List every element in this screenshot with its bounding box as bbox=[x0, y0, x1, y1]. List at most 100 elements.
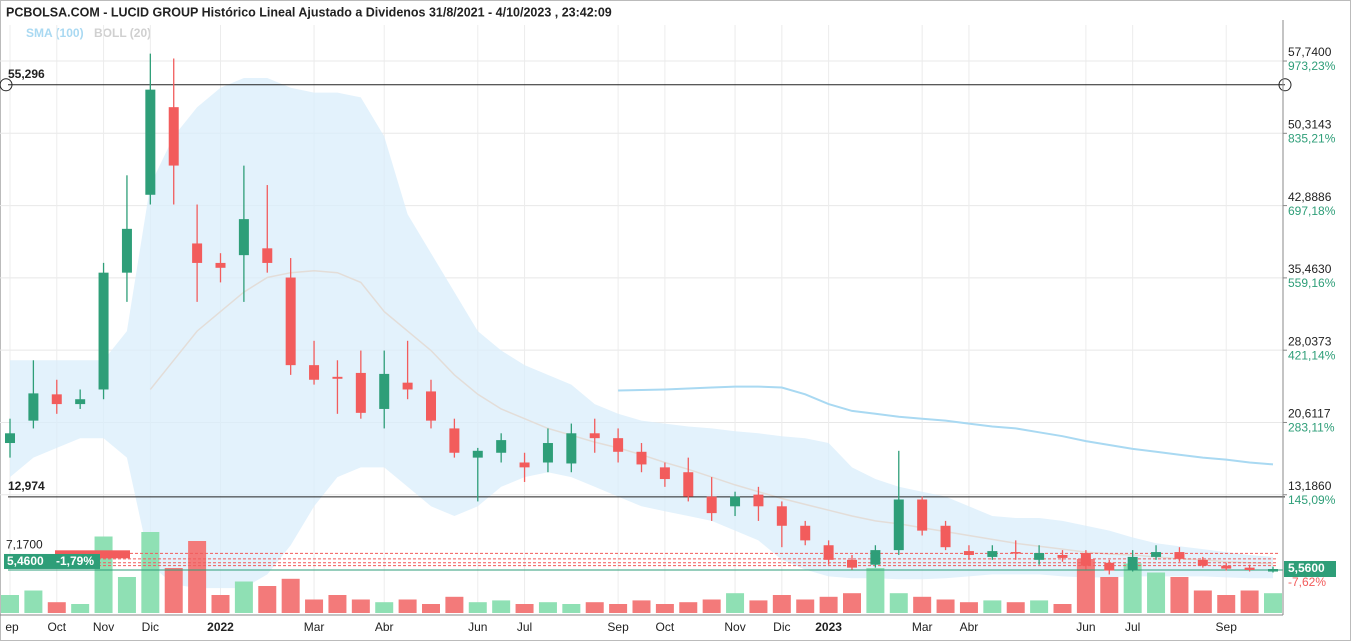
candle-body bbox=[847, 559, 857, 568]
y-tick-label: 20,6117 bbox=[1288, 407, 1331, 421]
candle-body bbox=[51, 394, 62, 405]
y-tick-label: 42,8886 bbox=[1288, 190, 1332, 204]
volume-bar bbox=[889, 593, 908, 613]
x-tick-label: Dic bbox=[773, 620, 790, 634]
candle-body bbox=[987, 551, 998, 557]
volume-bar bbox=[1100, 577, 1119, 613]
volume-bar bbox=[234, 581, 253, 613]
volume-bar bbox=[1006, 602, 1025, 613]
candle-body bbox=[168, 107, 179, 166]
candle-body bbox=[309, 365, 320, 380]
candle-body bbox=[753, 494, 764, 507]
candle-body bbox=[917, 499, 928, 531]
candle-body bbox=[730, 496, 741, 507]
line-handle bbox=[0, 78, 13, 92]
volume-bar bbox=[726, 593, 745, 613]
candle-body bbox=[776, 506, 787, 526]
candle-body bbox=[823, 545, 834, 560]
volume-bar bbox=[1264, 593, 1282, 613]
y2-tick-label: 283,11% bbox=[1288, 421, 1335, 435]
x-tick-label: Sep bbox=[607, 620, 629, 634]
candle-body bbox=[589, 433, 600, 439]
x-tick-label: Oct bbox=[47, 620, 66, 634]
volume-bar bbox=[702, 599, 721, 613]
candle-body bbox=[28, 393, 39, 421]
x-tick-label: Abr bbox=[375, 620, 394, 634]
volume-bar bbox=[375, 602, 394, 613]
bollinger-band bbox=[10, 78, 1273, 589]
volume-bar bbox=[913, 596, 932, 613]
candle-body bbox=[1010, 552, 1021, 554]
x-tick-label: ep bbox=[5, 620, 19, 634]
y2-tick-label: 835,21% bbox=[1288, 131, 1336, 145]
volume-bar bbox=[351, 599, 370, 613]
candle-body bbox=[1104, 562, 1115, 571]
candle-body bbox=[215, 262, 226, 268]
volume-bar bbox=[47, 602, 66, 613]
volume-bar bbox=[468, 602, 487, 613]
candle-body bbox=[402, 382, 413, 390]
prev-box bbox=[4, 553, 100, 569]
candle-body bbox=[940, 525, 951, 548]
volume-bar bbox=[1147, 572, 1166, 613]
candle-body bbox=[449, 428, 460, 453]
volume-bar bbox=[24, 590, 43, 613]
volume-bar bbox=[796, 599, 815, 613]
volume-bar bbox=[1, 595, 19, 613]
candle-body bbox=[659, 467, 670, 480]
volume-bar bbox=[562, 604, 581, 613]
price-line-label: 55,296 bbox=[8, 67, 45, 81]
y-tick-label: 35,4630 bbox=[1288, 262, 1332, 276]
volume-bar bbox=[515, 604, 534, 613]
price-line-label: 12,974 bbox=[8, 479, 45, 493]
x-tick-label: Jul bbox=[517, 620, 532, 634]
volume-bar bbox=[959, 602, 978, 613]
y-tick-label: 13,1860 bbox=[1288, 479, 1332, 493]
candle-body bbox=[613, 438, 624, 452]
volume-bar bbox=[445, 596, 464, 613]
y2-tick-label: 559,16% bbox=[1288, 276, 1336, 290]
candle-body bbox=[1221, 565, 1232, 569]
candle-body bbox=[192, 243, 203, 263]
volume-bar bbox=[188, 541, 207, 613]
candle-body bbox=[332, 376, 343, 379]
candle-body bbox=[238, 219, 249, 256]
last-label: 5,5600 bbox=[1288, 561, 1325, 575]
candle-body bbox=[870, 550, 881, 565]
volume-bar bbox=[843, 593, 861, 613]
volume-bar bbox=[819, 596, 838, 613]
chart-title: PCBOLSA.COM - LUCID GROUP Histórico Line… bbox=[6, 5, 612, 19]
volume-bar bbox=[866, 568, 885, 613]
candle-body bbox=[566, 433, 577, 464]
candle-body bbox=[426, 391, 436, 421]
candle-body bbox=[1034, 553, 1045, 560]
x-tick-label: Jul bbox=[1125, 620, 1140, 634]
candle-body bbox=[1197, 559, 1208, 566]
volume-bar bbox=[305, 599, 324, 613]
volume-bar bbox=[1030, 600, 1049, 613]
volume-bar bbox=[281, 578, 300, 613]
volume-bar bbox=[141, 532, 160, 613]
volume-bar bbox=[679, 602, 698, 613]
volume-bar bbox=[258, 586, 277, 613]
volume-bar bbox=[936, 599, 955, 613]
x-tick-label: Mar bbox=[912, 620, 933, 634]
candle-body bbox=[379, 373, 390, 409]
x-tick-label: Jun bbox=[1076, 620, 1095, 634]
x-tick-label: Oct bbox=[656, 620, 675, 634]
x-tick-label: Jun bbox=[468, 620, 487, 634]
volume-bar bbox=[1123, 563, 1142, 613]
candle-body bbox=[1244, 567, 1255, 570]
x-tick-label: 2023 bbox=[815, 620, 842, 634]
volume-bar bbox=[492, 600, 511, 613]
candle-body bbox=[542, 443, 553, 463]
legend-sma: SMA (100) bbox=[26, 26, 84, 40]
volume-bar bbox=[585, 602, 604, 613]
y2-marker: -7,62% bbox=[1288, 575, 1326, 589]
x-tick-label: Mar bbox=[304, 620, 325, 634]
x-tick-label: Abr bbox=[960, 620, 979, 634]
y-tick-label: 50,3143 bbox=[1288, 117, 1332, 131]
volume-bar bbox=[632, 600, 651, 613]
candle-body bbox=[285, 277, 296, 366]
